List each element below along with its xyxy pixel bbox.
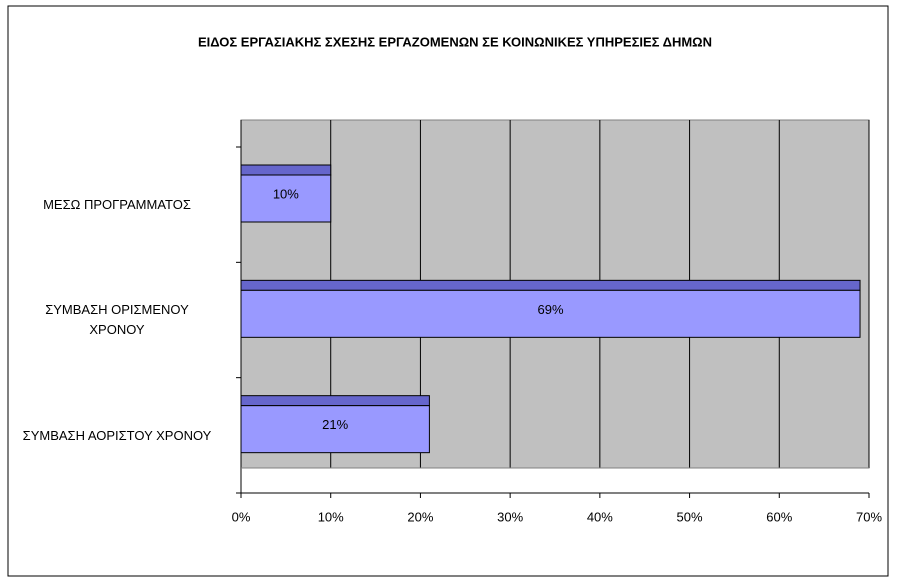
- data-label: 21%: [322, 417, 348, 432]
- x-tick-label: 0%: [232, 509, 251, 524]
- x-tick-label: 20%: [407, 509, 433, 524]
- bar: [240, 289, 861, 338]
- x-tick-label: 70%: [856, 509, 882, 524]
- x-tick-label: 60%: [766, 509, 792, 524]
- y-tick-label: ΣΥΜΒΑΣΗ ΑΟΡΙΣΤΟΥ ΧΡΟΝΟΥ: [22, 427, 212, 443]
- x-tick-label: 50%: [677, 509, 703, 524]
- chart-title: ΕΙΔΟΣ ΕΡΓΑΣΙΑΚΗΣ ΣΧΕΣΗΣ ΕΡΓΑΖΟΜΕΝΩΝ ΣΕ Κ…: [198, 34, 712, 49]
- bar-top: [240, 395, 430, 407]
- bar-top: [240, 164, 332, 176]
- data-label: 10%: [273, 186, 299, 201]
- data-label: 69%: [537, 302, 563, 317]
- y-tick-label: ΣΥΜΒΑΣΗ ΟΡΙΣΜΕΝΟΥ ΧΡΟΝΟΥ: [45, 302, 189, 338]
- x-tick-label: 30%: [497, 509, 523, 524]
- x-tick-label: 40%: [587, 509, 613, 524]
- bar-top: [240, 279, 861, 291]
- x-tick-label: 10%: [318, 509, 344, 524]
- y-tick-label: ΜΕΣΩ ΠΡΟΓΡΑΜΜΑΤΟΣ: [43, 197, 191, 212]
- bar: [240, 174, 332, 223]
- bar: [240, 405, 430, 454]
